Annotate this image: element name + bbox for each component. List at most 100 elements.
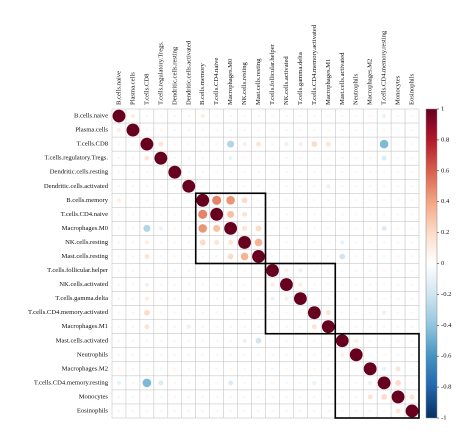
correlation-circle — [159, 283, 163, 287]
correlation-circle — [326, 381, 330, 385]
correlation-circle — [187, 226, 191, 230]
correlation-circle — [187, 156, 191, 160]
correlation-circle — [201, 170, 205, 174]
correlation-circle — [354, 409, 358, 413]
correlation-circle — [142, 378, 152, 388]
correlation-circle — [312, 255, 316, 258]
correlation-circle — [396, 170, 400, 174]
correlation-circle — [368, 380, 373, 385]
correlation-circle — [215, 353, 219, 357]
correlation-circle — [201, 367, 205, 371]
correlation-circle — [117, 184, 121, 188]
correlation-circle — [252, 250, 265, 263]
correlation-circle — [284, 128, 288, 132]
column-label: Macrophages.M0 — [227, 58, 234, 105]
correlation-circle — [354, 381, 358, 385]
correlation-circle — [240, 252, 249, 261]
correlation-circle — [354, 283, 358, 287]
correlation-circle — [410, 170, 414, 174]
correlation-circle — [173, 212, 177, 216]
correlation-circle — [410, 184, 414, 188]
correlation-circle — [201, 339, 205, 343]
correlation-circle — [173, 226, 177, 230]
correlation-circle — [382, 339, 386, 343]
correlation-circle — [396, 212, 400, 216]
correlation-circle — [215, 283, 219, 287]
correlation-circle — [280, 278, 293, 291]
correlation-circle — [159, 409, 163, 413]
correlation-circle — [396, 114, 400, 118]
correlation-circle — [326, 409, 330, 413]
correlation-circle — [396, 226, 400, 230]
correlation-circle — [410, 142, 414, 146]
correlation-circle — [131, 226, 135, 230]
correlation-circle — [284, 268, 289, 273]
correlation-circle — [131, 367, 135, 371]
correlation-circle — [284, 395, 288, 399]
correlation-circle — [243, 283, 247, 287]
correlation-circle — [242, 142, 247, 147]
correlation-circle — [340, 381, 344, 385]
correlation-circle — [131, 339, 135, 343]
correlation-circle — [158, 226, 163, 231]
correlation-circle — [354, 114, 358, 118]
correlation-circle — [117, 170, 121, 174]
colorbar-tick-label: -0.6 — [441, 353, 452, 360]
correlation-circle — [143, 224, 151, 232]
correlation-circle — [224, 221, 238, 235]
correlation-circle — [271, 353, 274, 357]
correlation-circle — [312, 283, 316, 287]
correlation-circle — [409, 394, 415, 400]
correlation-circle — [298, 184, 302, 188]
correlation-circle — [238, 236, 251, 249]
correlation-circle — [382, 269, 386, 272]
correlation-circle — [284, 325, 288, 329]
correlation-circle — [284, 381, 288, 385]
correlation-circle — [284, 198, 288, 202]
correlation-circle — [201, 269, 205, 272]
correlation-circle — [368, 128, 372, 132]
correlation-circle — [395, 380, 401, 386]
correlation-circle — [173, 353, 177, 357]
correlation-circle — [215, 142, 219, 146]
column-label: T.cells.gamma.delta — [297, 52, 304, 105]
correlation-circle — [368, 114, 372, 118]
cluster-box — [194, 192, 267, 265]
correlation-circle — [131, 325, 135, 329]
correlation-circle — [266, 264, 279, 277]
correlation-circle — [382, 297, 386, 301]
correlation-circle — [354, 255, 358, 258]
row-label: T.cells.regulatory.Tregs. — [44, 155, 108, 162]
correlation-circle — [226, 195, 235, 205]
correlation-circle — [368, 142, 372, 146]
correlation-circle — [271, 198, 274, 202]
column-label: Mast.cells.activated — [339, 52, 346, 105]
correlation-circle — [340, 283, 344, 287]
row-label: Monocytes — [79, 393, 109, 400]
correlation-circle — [354, 226, 358, 230]
correlation-circle — [117, 212, 121, 216]
correlation-circle — [117, 367, 121, 371]
correlation-circle — [326, 353, 330, 357]
correlation-circle — [307, 306, 321, 320]
row-label: B.cells.naive — [74, 113, 108, 120]
correlation-circle — [144, 296, 149, 301]
correlation-circle — [326, 339, 330, 343]
correlation-circle — [326, 255, 330, 258]
correlation-circle — [271, 367, 274, 371]
correlation-circle — [382, 325, 386, 329]
correlation-circle — [131, 156, 135, 160]
correlation-circle — [368, 283, 372, 287]
row-label: NK.cells.activated — [59, 281, 108, 288]
correlation-circle — [354, 156, 358, 160]
correlation-circle — [243, 409, 247, 413]
correlation-circle — [243, 184, 247, 188]
correlation-circle — [340, 170, 344, 174]
correlation-circle — [271, 381, 274, 385]
correlation-circle — [173, 339, 177, 343]
correlation-circle — [229, 128, 233, 132]
correlation-circle — [396, 128, 400, 132]
correlation-circle — [131, 142, 135, 146]
correlation-circle — [198, 224, 208, 233]
